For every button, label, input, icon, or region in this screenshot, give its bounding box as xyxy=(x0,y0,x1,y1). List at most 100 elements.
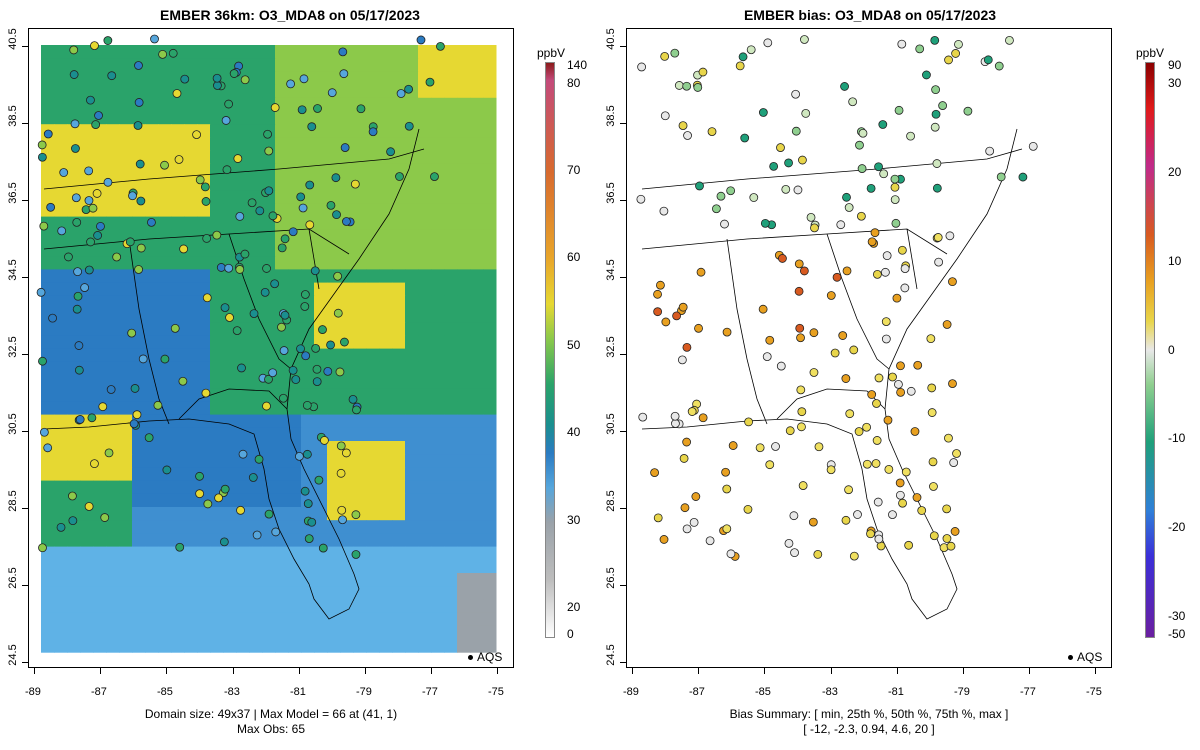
right-panel-title: EMBER bias: O3_MDA8 on 05/17/2023 xyxy=(743,7,997,23)
y-tick-mark xyxy=(620,662,626,663)
y-tick-mark xyxy=(22,123,28,124)
x-tick-mark xyxy=(1095,668,1096,674)
left-map-frame xyxy=(28,28,514,668)
y-tick-mark xyxy=(22,354,28,355)
y-tick-label: 28.5 xyxy=(7,490,19,512)
colorbar-tick-label: 0 xyxy=(1168,343,1175,357)
y-tick-label: 38.5 xyxy=(605,105,617,127)
colorbar-tick-label: -10 xyxy=(1168,431,1186,445)
y-tick-label: 34.5 xyxy=(605,259,617,281)
x-tick-label: -79 xyxy=(356,686,372,698)
colorbar-tick-label: 60 xyxy=(567,250,581,264)
colorbar-tick-label: 20 xyxy=(1168,165,1182,179)
y-tick-mark xyxy=(22,662,28,663)
state-boundaries xyxy=(641,128,1023,620)
y-tick-label: 34.5 xyxy=(7,259,19,281)
x-tick-label: -81 xyxy=(290,686,306,698)
ozone-bias-map xyxy=(636,35,1038,620)
x-tick-mark xyxy=(1029,668,1030,674)
left-colorbar xyxy=(545,62,555,638)
x-tick-mark xyxy=(963,668,964,674)
colorbar-tick-label: -20 xyxy=(1168,520,1186,534)
y-tick-label: 40.5 xyxy=(7,28,19,50)
y-tick-label: 24.5 xyxy=(7,644,19,666)
y-tick-mark xyxy=(22,46,28,47)
x-tick-label: -89 xyxy=(25,686,41,698)
x-tick-label: -83 xyxy=(224,686,240,698)
x-tick-mark xyxy=(897,668,898,674)
x-tick-label: -83 xyxy=(822,686,838,698)
right-map-frame xyxy=(626,28,1112,668)
left-panel-title: EMBER 36km: O3_MDA8 on 05/17/2023 xyxy=(160,7,420,23)
y-tick-label: 32.5 xyxy=(7,336,19,358)
y-tick-mark xyxy=(620,585,626,586)
x-tick-mark xyxy=(431,668,432,674)
y-tick-label: 30.5 xyxy=(605,413,617,435)
y-tick-mark xyxy=(620,508,626,509)
colorbar-tick-label: 50 xyxy=(567,338,581,352)
right-caption-values: [ -12, -2.3, 0.94, 4.6, 20 ] xyxy=(803,722,935,736)
y-tick-mark xyxy=(22,585,28,586)
x-tick-mark xyxy=(100,668,101,674)
x-tick-label: -85 xyxy=(755,686,771,698)
y-tick-label: 28.5 xyxy=(605,490,617,512)
left-legend: AQS xyxy=(468,650,502,664)
y-tick-label: 30.5 xyxy=(7,413,19,435)
y-tick-mark xyxy=(620,123,626,124)
right-caption: Bias Summary: [ min, 25th %, 50th %, 75t… xyxy=(626,707,1112,737)
colorbar-tick-label: 20 xyxy=(567,600,581,614)
x-tick-mark xyxy=(34,668,35,674)
y-tick-mark xyxy=(620,354,626,355)
y-tick-mark xyxy=(22,277,28,278)
x-tick-mark xyxy=(497,668,498,674)
x-tick-mark xyxy=(632,668,633,674)
left-caption-domain: Domain size: 49x37 | Max Model = 66 at (… xyxy=(144,707,398,721)
aqs-marker-icon xyxy=(468,654,473,660)
left-caption: Domain size: 49x37 | Max Model = 66 at (… xyxy=(28,707,514,737)
x-tick-mark xyxy=(233,668,234,674)
x-tick-label: -77 xyxy=(1020,686,1036,698)
x-tick-label: -77 xyxy=(422,686,438,698)
y-tick-mark xyxy=(620,200,626,201)
colorbar-tick-label: -50 xyxy=(1168,627,1186,641)
x-tick-label: -89 xyxy=(623,686,639,698)
y-tick-mark xyxy=(620,431,626,432)
y-tick-label: 38.5 xyxy=(7,105,19,127)
y-tick-mark xyxy=(620,277,626,278)
right-legend-label: AQS xyxy=(1077,650,1103,664)
y-tick-label: 32.5 xyxy=(605,336,617,358)
colorbar-tick-label: 30 xyxy=(1168,76,1182,90)
x-tick-mark xyxy=(299,668,300,674)
x-tick-label: -79 xyxy=(954,686,970,698)
aqs-stations xyxy=(36,34,445,559)
right-caption-summary: Bias Summary: [ min, 25th %, 50th %, 75t… xyxy=(729,707,1009,721)
y-tick-label: 36.5 xyxy=(7,182,19,204)
colorbar-tick-label: 70 xyxy=(567,163,581,177)
x-tick-label: -81 xyxy=(888,686,904,698)
ozone-model-map xyxy=(36,34,497,653)
left-caption-maxobs: Max Obs: 65 xyxy=(236,722,306,736)
colorbar-tick-label: 90 xyxy=(1168,58,1182,72)
x-tick-mark xyxy=(764,668,765,674)
x-tick-label: -85 xyxy=(157,686,173,698)
x-tick-mark xyxy=(365,668,366,674)
aqs-marker-icon xyxy=(1068,654,1073,660)
x-tick-mark xyxy=(166,668,167,674)
x-tick-label: -75 xyxy=(1086,686,1102,698)
y-tick-mark xyxy=(22,431,28,432)
x-tick-label: -75 xyxy=(488,686,504,698)
colorbar-tick-label: 30 xyxy=(567,513,581,527)
colorbar-tick-label: 140 xyxy=(567,58,588,72)
y-tick-label: 26.5 xyxy=(7,567,19,589)
x-tick-label: -87 xyxy=(91,686,107,698)
y-tick-label: 40.5 xyxy=(605,28,617,50)
colorbar-tick-label: 0 xyxy=(567,627,574,641)
state-boundaries xyxy=(43,128,425,620)
y-tick-label: 26.5 xyxy=(605,567,617,589)
x-tick-label: -87 xyxy=(689,686,705,698)
y-tick-mark xyxy=(22,200,28,201)
y-tick-label: 24.5 xyxy=(605,644,617,666)
x-tick-mark xyxy=(831,668,832,674)
bias-stations xyxy=(636,35,1038,561)
y-tick-mark xyxy=(22,508,28,509)
